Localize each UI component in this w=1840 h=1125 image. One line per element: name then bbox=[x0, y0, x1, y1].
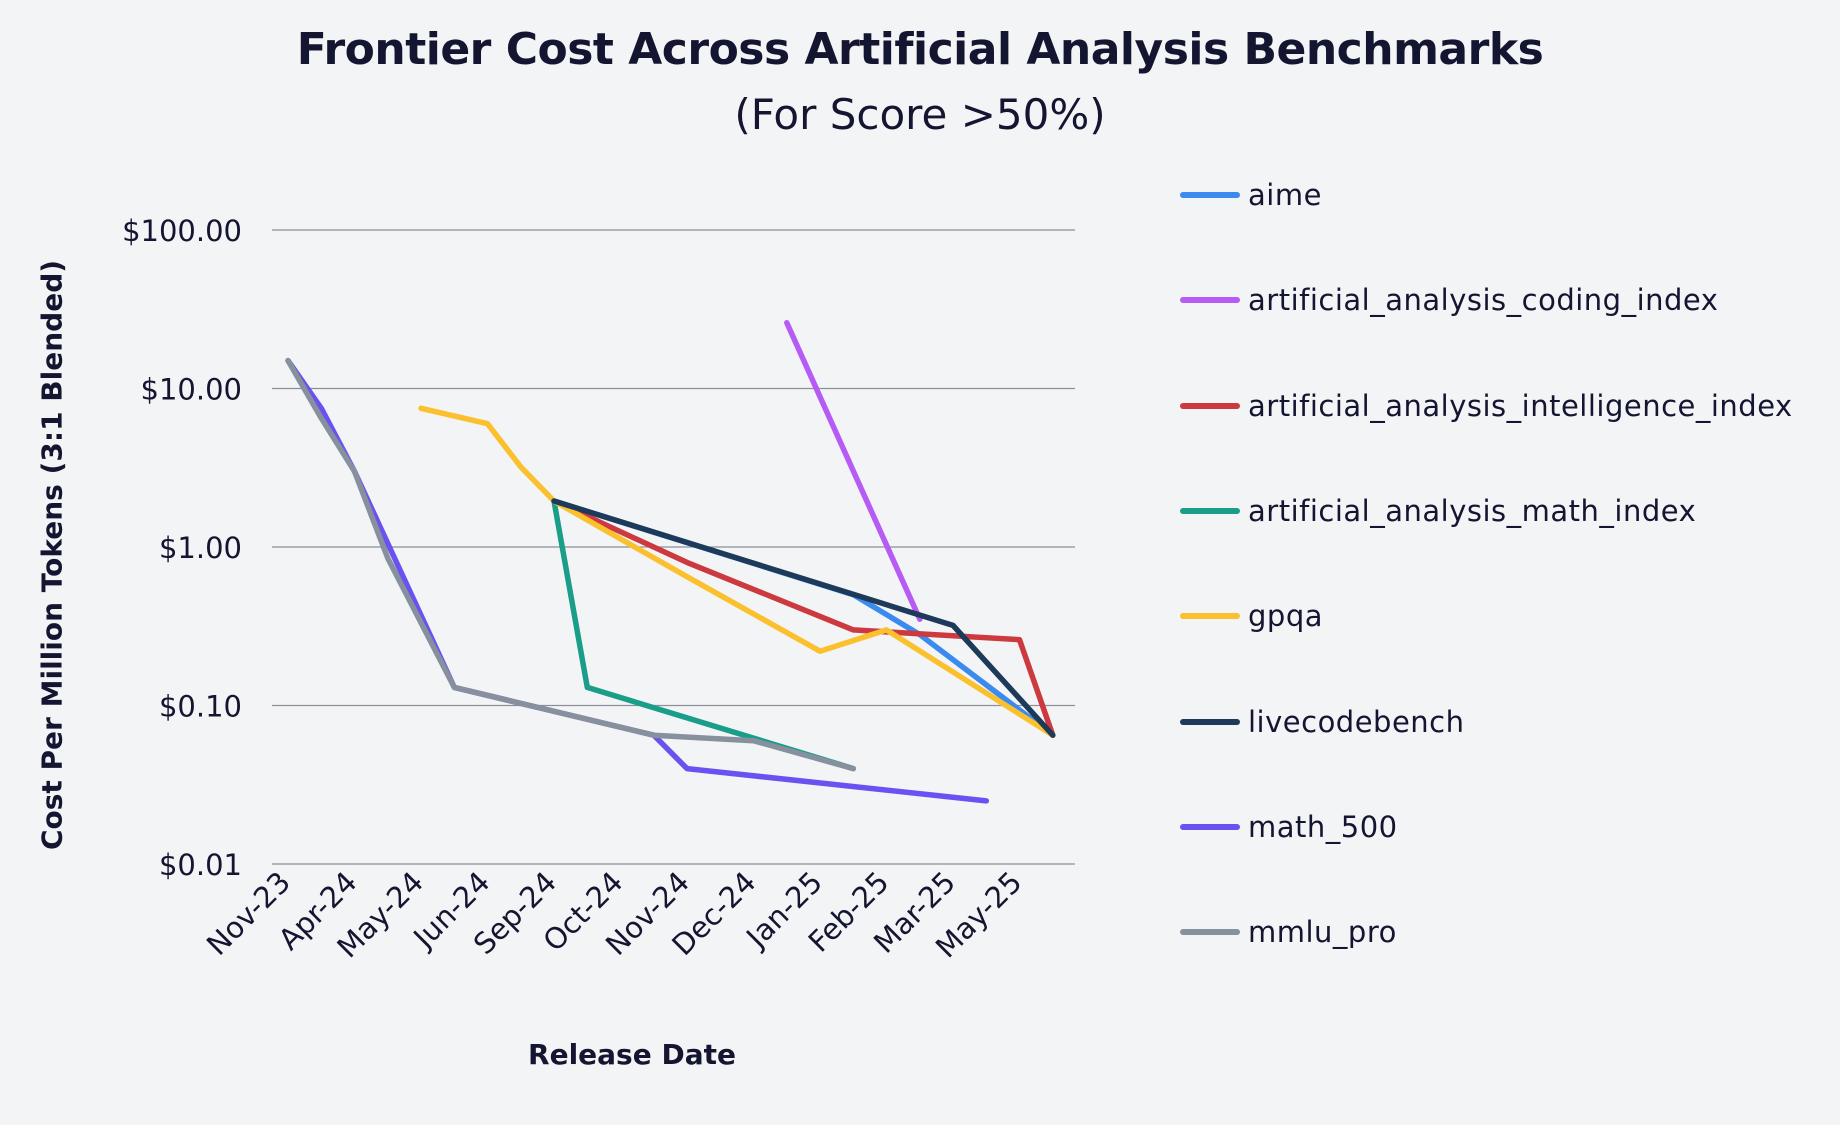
series-line-artificial-analysis-intelligence-index bbox=[551, 498, 1056, 738]
legend-label: gpqa bbox=[1248, 599, 1323, 634]
y-tick-label: $1.00 bbox=[159, 531, 242, 565]
series-line-math-500 bbox=[285, 357, 990, 804]
legend-item-mmlu-pro: mmlu_pro bbox=[1180, 912, 1397, 952]
y-tick-labels: $100.00 $10.00 $1.00 $0.10 $0.01 bbox=[122, 214, 242, 882]
x-axis-label: Release Date bbox=[528, 1038, 736, 1071]
legend-swatch bbox=[1180, 507, 1240, 514]
y-tick-label: $100.00 bbox=[122, 214, 242, 248]
legend-label: aime bbox=[1248, 178, 1322, 212]
legend-label: math_500 bbox=[1248, 809, 1398, 844]
legend-label: artificial_analysis_math_index bbox=[1248, 493, 1697, 528]
y-axis-label: Cost Per Million Tokens (3:1 Blended) bbox=[35, 259, 69, 851]
legend-item-livecodebench: livecodebench bbox=[1180, 702, 1465, 742]
series-line-gpqa bbox=[418, 405, 1056, 738]
series-line-livecodebench bbox=[551, 498, 1056, 738]
legend-swatch bbox=[1180, 718, 1240, 725]
legend-swatch bbox=[1180, 192, 1240, 198]
legend-swatch bbox=[1180, 402, 1240, 409]
legend-item-artificial-analysis-coding-index: artificial_analysis_coding_index bbox=[1180, 280, 1718, 320]
legend-swatch bbox=[1180, 823, 1240, 830]
legend-item-artificial-analysis-math-index: artificial_analysis_math_index bbox=[1180, 491, 1696, 531]
legend-label: livecodebench bbox=[1248, 704, 1465, 739]
x-tick-labels: Nov-23Apr-24May-24Jun-24Sep-24Oct-24Nov-… bbox=[200, 865, 1029, 965]
grid-lines bbox=[272, 229, 1075, 865]
legend-item-artificial-analysis-intelligence-index: artificial_analysis_intelligence_index bbox=[1180, 386, 1793, 426]
y-tick-label: $10.00 bbox=[141, 373, 242, 407]
legend-swatch bbox=[1180, 297, 1240, 304]
y-tick-label: $0.01 bbox=[159, 848, 242, 882]
legend-label: mmlu_pro bbox=[1248, 915, 1397, 950]
chart-title: Frontier Cost Across Artificial Analysis… bbox=[296, 24, 1544, 75]
legend-swatch bbox=[1180, 613, 1240, 620]
legend-label: artificial_analysis_coding_index bbox=[1248, 283, 1719, 318]
legend-swatch bbox=[1180, 929, 1240, 936]
legend-item-gpqa: gpqa bbox=[1180, 596, 1323, 636]
chart-subtitle: (For Score >50%) bbox=[734, 90, 1106, 139]
series-line-artificial-analysis-coding-index bbox=[784, 319, 923, 623]
legend-label: artificial_analysis_intelligence_index bbox=[1248, 388, 1793, 423]
series-line-mmlu-pro bbox=[285, 357, 857, 772]
series-lines bbox=[285, 319, 1056, 804]
series-line-artificial-analysis-math-index bbox=[551, 498, 857, 772]
y-tick-label: $0.10 bbox=[159, 690, 242, 724]
legend-item-math-500: math_500 bbox=[1180, 807, 1398, 847]
legend-item-aime: aime bbox=[1180, 175, 1322, 215]
